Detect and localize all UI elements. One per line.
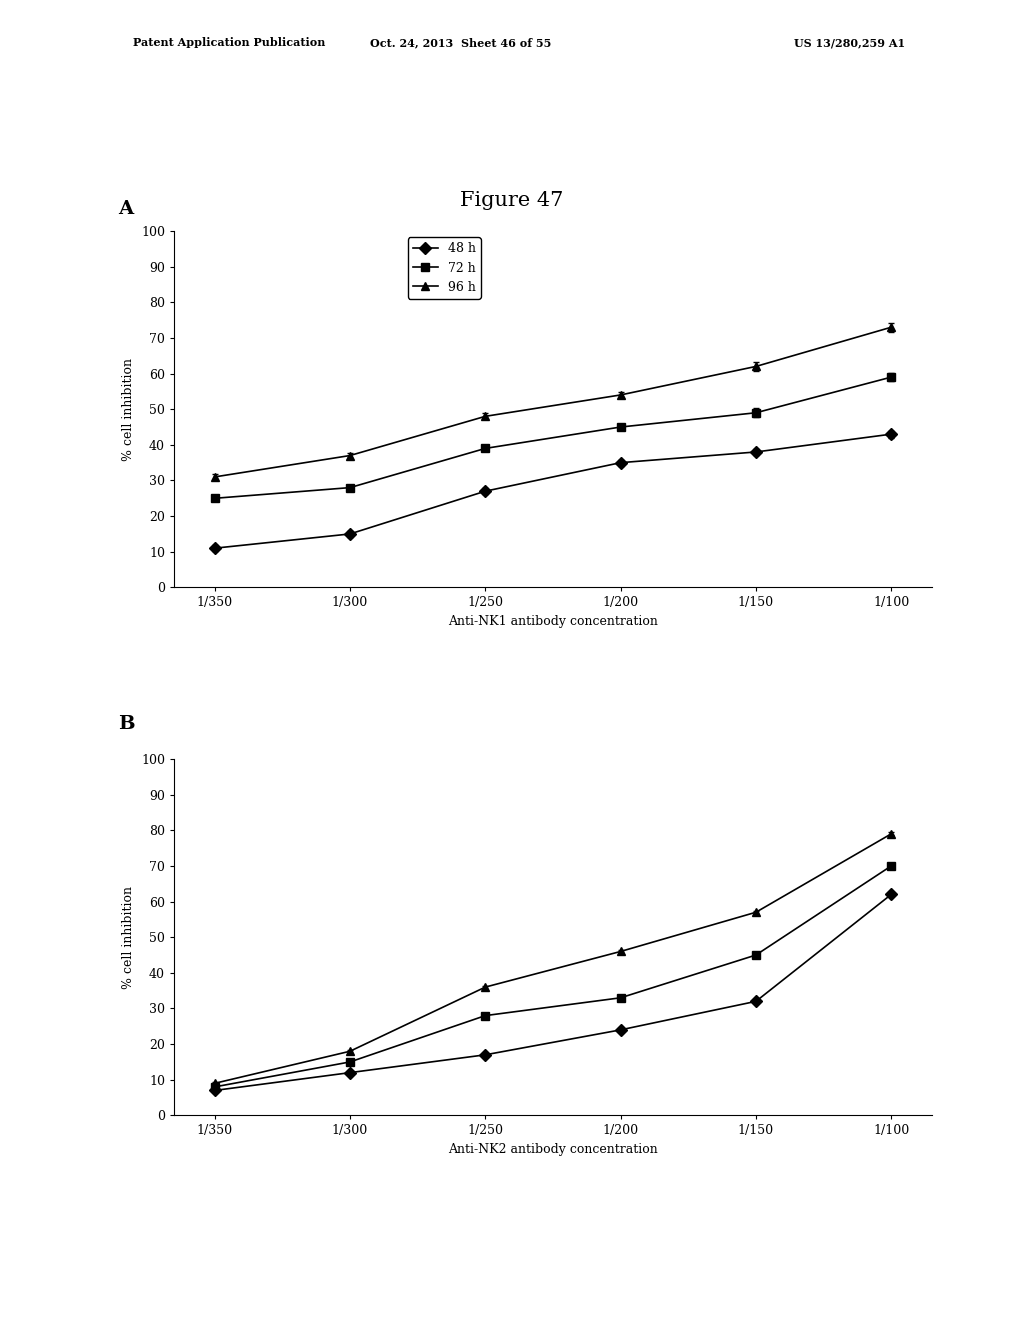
Text: B: B	[118, 714, 134, 733]
Y-axis label: % cell inhibition: % cell inhibition	[123, 886, 135, 989]
Legend: 48 h, 72 h, 96 h: 48 h, 72 h, 96 h	[408, 238, 480, 298]
Y-axis label: % cell inhibition: % cell inhibition	[123, 358, 135, 461]
X-axis label: Anti-NK2 antibody concentration: Anti-NK2 antibody concentration	[449, 1143, 657, 1156]
Text: Figure 47: Figure 47	[461, 191, 563, 210]
Text: Oct. 24, 2013  Sheet 46 of 55: Oct. 24, 2013 Sheet 46 of 55	[370, 37, 552, 48]
Text: US 13/280,259 A1: US 13/280,259 A1	[795, 37, 905, 48]
Text: Patent Application Publication: Patent Application Publication	[133, 37, 326, 48]
Text: A: A	[118, 199, 133, 218]
X-axis label: Anti-NK1 antibody concentration: Anti-NK1 antibody concentration	[449, 615, 657, 628]
